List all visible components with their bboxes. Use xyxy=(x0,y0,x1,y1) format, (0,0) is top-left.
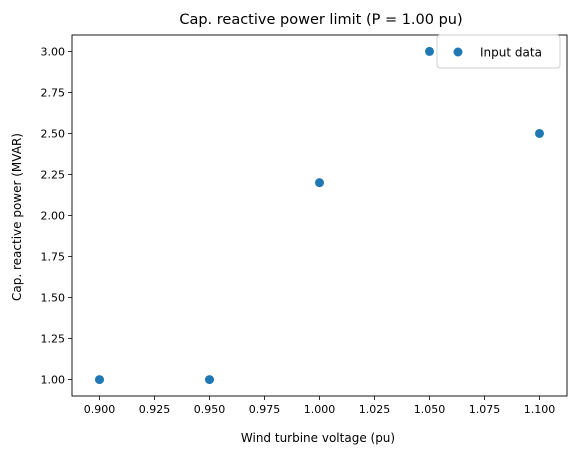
scatter-point xyxy=(535,128,544,138)
x-tick-label: 1.100 xyxy=(524,403,556,416)
legend-label: Input data xyxy=(480,46,542,60)
x-tick-label: 1.050 xyxy=(414,403,446,416)
x-tick-label: 0.925 xyxy=(139,403,171,416)
scatter-point xyxy=(425,46,434,56)
y-tick-label: 3.00 xyxy=(41,45,66,58)
y-tick-label: 1.75 xyxy=(41,251,66,264)
x-tick-label: 0.975 xyxy=(249,403,281,416)
y-tick-label: 1.00 xyxy=(41,374,66,387)
x-tick-label: 0.950 xyxy=(194,403,226,416)
x-axis-ticks: 0.900 0.925 0.950 0.975 1.000 1.025 1.050 1.075… xyxy=(84,396,556,416)
legend-box xyxy=(436,34,561,69)
y-axis-label: Cap. reactive power (MVAR) xyxy=(10,133,24,301)
y-tick-label: 1.50 xyxy=(41,292,66,305)
legend-marker xyxy=(453,47,463,57)
scatter-point xyxy=(95,375,104,385)
y-tick-label: 1.25 xyxy=(41,333,66,346)
x-tick-label: 1.075 xyxy=(469,403,501,416)
y-tick-label: 2.50 xyxy=(41,127,66,140)
scatter-point xyxy=(205,375,214,385)
data-points xyxy=(95,46,544,385)
x-tick-label: 0.900 xyxy=(84,403,116,416)
y-tick-label: 2.75 xyxy=(41,86,66,99)
y-axis-ticks: 1.00 1.25 1.50 1.75 2.00 2.25 2.50 2.75 3.00 xyxy=(41,45,72,387)
x-tick-label: 1.025 xyxy=(359,403,391,416)
scatter-point xyxy=(315,178,324,188)
y-tick-label: 2.25 xyxy=(41,168,66,181)
chart-title: Cap. reactive power limit (P = 1.00 pu) xyxy=(179,12,462,28)
plot-frame xyxy=(71,34,568,397)
y-tick-label: 2.00 xyxy=(41,210,66,223)
legend: Input data xyxy=(436,34,561,69)
x-tick-label: 1.000 xyxy=(304,403,336,416)
x-axis-label: Wind turbine voltage (pu) xyxy=(241,431,395,445)
